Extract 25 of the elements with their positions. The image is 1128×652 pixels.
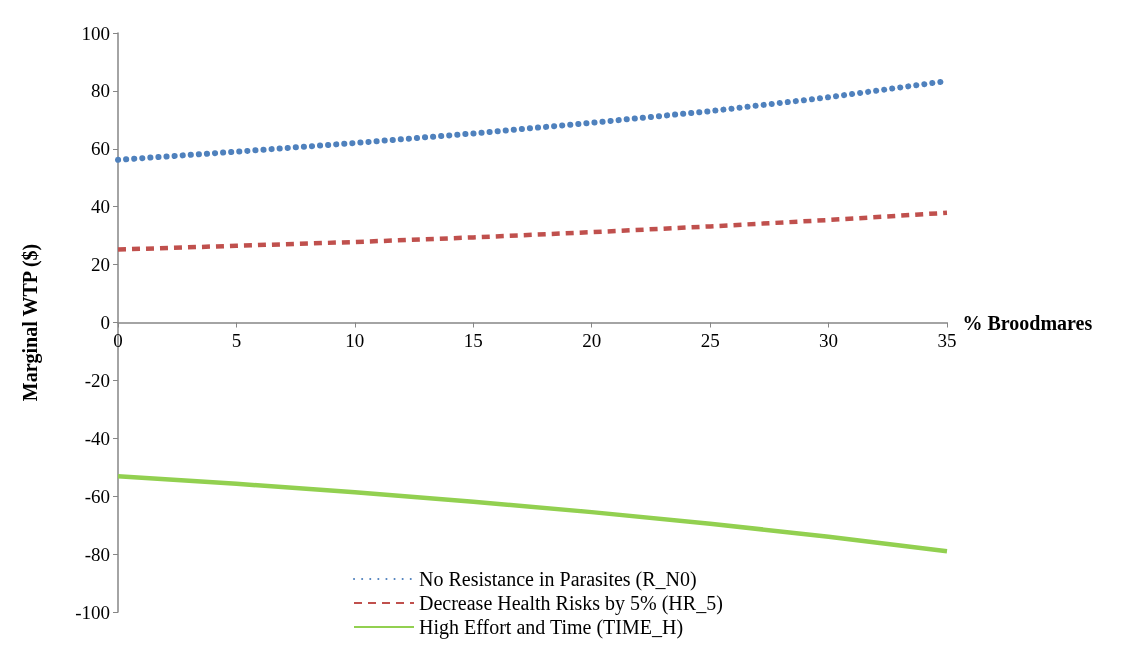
legend-label: No Resistance in Parasites (R_N0) <box>419 568 697 591</box>
x-tick-label: 35 <box>937 329 957 351</box>
y-tick-label: 100 <box>81 22 110 44</box>
y-tick-label: 80 <box>91 80 110 102</box>
x-tick-label: 10 <box>345 329 365 351</box>
x-tick-label: 30 <box>819 329 839 351</box>
x-tick-label: 25 <box>700 329 720 351</box>
x-axis-title: % Broodmares <box>962 311 1093 334</box>
legend-label: Decrease Health Risks by 5% (HR_5) <box>419 592 723 615</box>
line-series <box>115 210 950 252</box>
y-tick-label: -20 <box>84 369 110 391</box>
x-tick-label: 20 <box>582 329 602 351</box>
y-tick-label: -40 <box>84 427 110 449</box>
x-tick-label: 15 <box>463 329 483 351</box>
y-tick-label: -100 <box>75 601 110 623</box>
y-tick-label: -60 <box>84 485 110 507</box>
y-tick-label: 40 <box>91 196 110 218</box>
y-tick-label: -80 <box>84 543 110 565</box>
y-axis-title: Marginal WTP ($) <box>19 243 42 402</box>
y-tick-label: 0 <box>100 312 110 333</box>
line-series <box>115 473 950 554</box>
y-tick-label: 60 <box>91 138 110 160</box>
x-tick-label: 5 <box>231 329 242 351</box>
legend-label: High Effort and Time (TIME_H) <box>419 616 684 639</box>
y-tick-label: 20 <box>91 254 110 276</box>
